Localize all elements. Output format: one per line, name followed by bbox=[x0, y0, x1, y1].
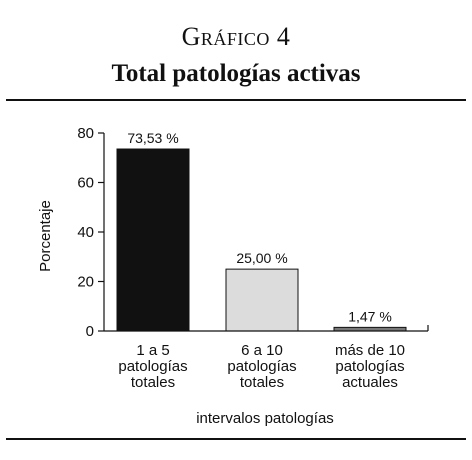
x-tick-label: 1 a 5 bbox=[136, 342, 169, 359]
x-tick-label: actuales bbox=[342, 374, 398, 391]
y-axis-label: Porcentaje bbox=[37, 200, 54, 272]
y-tick-label: 40 bbox=[77, 224, 94, 241]
x-tick-label: totales bbox=[240, 374, 284, 391]
x-tick-label: totales bbox=[131, 374, 175, 391]
x-tick-label: patologías bbox=[118, 358, 187, 375]
figure-label: Gráfico 4 bbox=[181, 22, 291, 51]
bar bbox=[225, 268, 299, 332]
data-label: 1,47 % bbox=[348, 308, 392, 324]
x-axis-label: intervalos patologías bbox=[196, 410, 334, 427]
bar bbox=[116, 148, 190, 332]
y-axis: 0 20 40 60 80 bbox=[77, 125, 105, 340]
bars: 73,53 % 25,00 % 1,47 % bbox=[116, 130, 407, 332]
x-tick-label: patologías bbox=[335, 358, 404, 375]
x-tick-label: 6 a 10 bbox=[241, 342, 283, 359]
top-rule bbox=[6, 99, 466, 101]
chart-title: Total patologías activas bbox=[111, 60, 361, 87]
data-label: 25,00 % bbox=[236, 250, 287, 266]
y-tick-label: 80 bbox=[77, 125, 94, 142]
data-label: 73,53 % bbox=[127, 130, 178, 146]
bottom-rule bbox=[6, 438, 466, 440]
y-tick-label: 0 bbox=[86, 323, 94, 340]
x-tick-label: patologías bbox=[227, 358, 296, 375]
y-tick-label: 20 bbox=[77, 274, 94, 291]
y-tick-label: 60 bbox=[77, 175, 94, 192]
x-tick-label: más de 10 bbox=[335, 342, 405, 359]
